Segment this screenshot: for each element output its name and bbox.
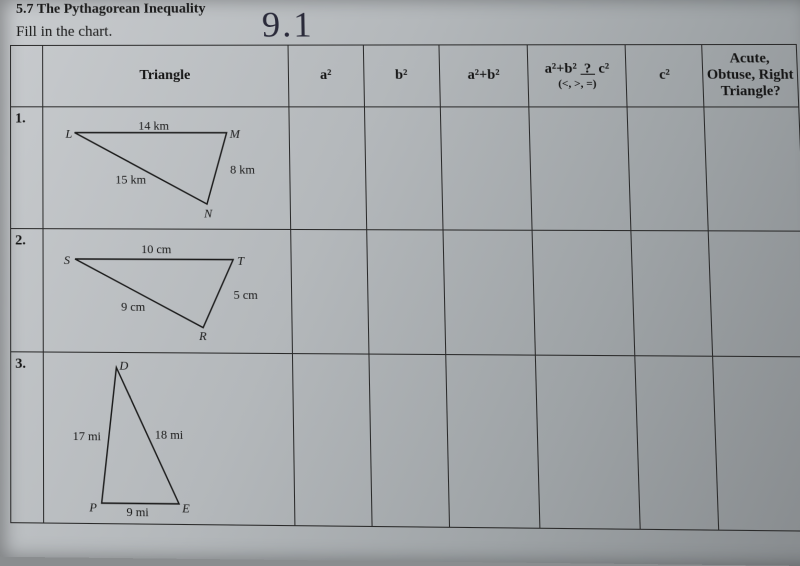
svg-text:N: N bbox=[203, 206, 213, 220]
col-triangle: Triangle bbox=[42, 45, 288, 107]
triangle-diagram: D P E 17 mi 18 mi 9 mi bbox=[60, 357, 278, 521]
table-row: 1. L M N 14 km 8 km 15 km bbox=[11, 107, 800, 231]
svg-text:R: R bbox=[198, 329, 207, 344]
compare-main: a²+b² ? c² bbox=[530, 61, 623, 77]
table-row: 2. S T R 10 cm 5 cm 9 cm bbox=[11, 229, 800, 357]
worksheet-paper: 5.7 The Pythagorean Inequality Fill in t… bbox=[0, 0, 800, 566]
col-a2: a² bbox=[288, 45, 364, 107]
svg-text:E: E bbox=[181, 501, 190, 516]
cell-a2 bbox=[290, 229, 368, 354]
svg-text:5 cm: 5 cm bbox=[233, 287, 258, 302]
col-c2: c² bbox=[625, 45, 704, 107]
svg-text:9 cm: 9 cm bbox=[121, 299, 146, 314]
instruction-line: Fill in the chart. 9.1 bbox=[10, 16, 797, 45]
triangle-diagram: L M N 14 km 8 km 15 km bbox=[59, 117, 273, 219]
cell-c2 bbox=[631, 231, 713, 357]
cell-b2 bbox=[369, 354, 449, 527]
header-row: Triangle a² b² a²+b² a²+b² ? c² (<, >, =… bbox=[11, 44, 799, 107]
cell-a2 bbox=[289, 107, 367, 230]
pythagorean-chart: Triangle a² b² a²+b² a²+b² ? c² (<, >, =… bbox=[10, 44, 800, 532]
svg-text:14 km: 14 km bbox=[138, 118, 170, 132]
cell-compare bbox=[529, 107, 631, 231]
svg-text:10 cm: 10 cm bbox=[141, 242, 172, 257]
cell-b2 bbox=[366, 230, 445, 355]
cell-type bbox=[708, 231, 800, 357]
cell-b2 bbox=[364, 107, 442, 230]
col-a2b2: a²+b² bbox=[438, 45, 528, 107]
instruction-text: Fill in the chart. bbox=[16, 24, 112, 40]
svg-text:8 km: 8 km bbox=[230, 162, 256, 176]
cell-a2b2 bbox=[443, 230, 536, 355]
svg-text:L: L bbox=[64, 126, 72, 140]
cell-c2 bbox=[627, 107, 708, 231]
col-b2: b² bbox=[363, 45, 440, 107]
handwritten-note: 9.1 bbox=[262, 3, 314, 45]
col-blank bbox=[11, 45, 43, 106]
col-type: Acute, Obtuse, Right Triangle? bbox=[702, 44, 799, 107]
cell-type bbox=[704, 107, 800, 231]
section-title: 5.7 The Pythagorean Inequality bbox=[10, 0, 796, 18]
cell-c2 bbox=[635, 356, 719, 530]
svg-text:S: S bbox=[64, 253, 70, 267]
cell-compare bbox=[535, 355, 640, 529]
cell-a2b2 bbox=[445, 355, 540, 529]
row-number: 1. bbox=[11, 107, 43, 229]
table-row: 3. D P E 17 mi 18 mi 9 mi bbox=[11, 352, 800, 531]
triangle-cell: S T R 10 cm 5 cm 9 cm bbox=[43, 229, 292, 354]
col-compare: a²+b² ? c² (<, >, =) bbox=[527, 45, 627, 107]
svg-text:P: P bbox=[88, 500, 97, 515]
row-number: 3. bbox=[11, 352, 44, 523]
svg-text:17 mi: 17 mi bbox=[72, 429, 101, 444]
triangle-cell: L M N 14 km 8 km 15 km bbox=[42, 107, 290, 230]
cell-a2b2 bbox=[440, 107, 532, 230]
triangle-diagram: S T R 10 cm 5 cm 9 cm bbox=[59, 236, 275, 345]
triangle-cell: D P E 17 mi 18 mi 9 mi bbox=[43, 352, 295, 526]
svg-text:15 km: 15 km bbox=[115, 172, 147, 186]
cell-a2 bbox=[292, 354, 372, 527]
svg-text:D: D bbox=[118, 358, 128, 373]
cell-type bbox=[713, 356, 800, 531]
cell-compare bbox=[532, 230, 635, 355]
compare-sub: (<, >, =) bbox=[531, 78, 624, 90]
row-number: 2. bbox=[11, 229, 43, 352]
svg-text:18 mi: 18 mi bbox=[154, 427, 183, 442]
svg-text:9 mi: 9 mi bbox=[126, 504, 149, 519]
svg-text:T: T bbox=[237, 253, 245, 267]
svg-text:M: M bbox=[228, 126, 240, 140]
